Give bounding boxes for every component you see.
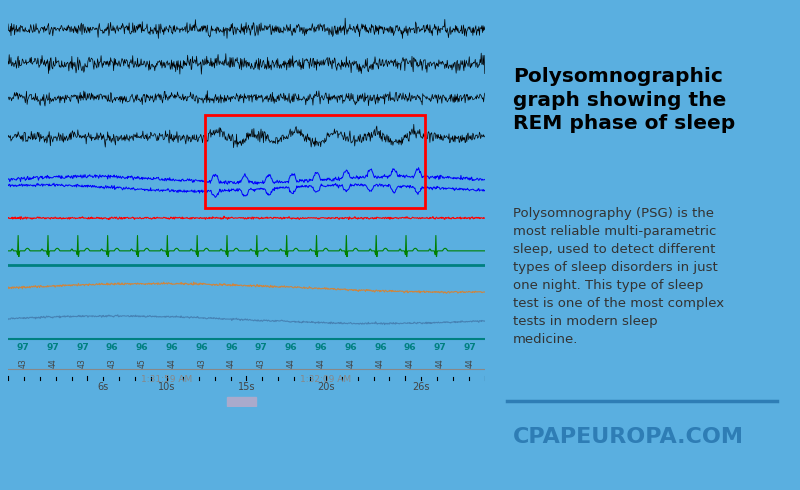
Text: 43: 43	[108, 358, 117, 368]
Text: 96: 96	[195, 343, 208, 352]
Text: 96: 96	[344, 343, 357, 352]
Text: 44: 44	[286, 358, 296, 368]
Bar	[227, 397, 256, 406]
Text: 26s: 26s	[413, 382, 430, 392]
Text: 44: 44	[346, 358, 355, 368]
Text: 97: 97	[76, 343, 89, 352]
Text: 43: 43	[257, 358, 266, 368]
Text: CPAPEUROPA.COM: CPAPEUROPA.COM	[513, 427, 744, 447]
Text: Polysomnographic
graph showing the
REM phase of sleep: Polysomnographic graph showing the REM p…	[513, 67, 735, 133]
Text: 43: 43	[78, 358, 87, 368]
Text: 97: 97	[463, 343, 476, 352]
Text: 1:31:59 AM: 1:31:59 AM	[142, 375, 193, 384]
Text: 44: 44	[317, 358, 326, 368]
Text: 97: 97	[255, 343, 268, 352]
Text: 44: 44	[227, 358, 236, 368]
Text: 96: 96	[374, 343, 387, 352]
Text: 44: 44	[406, 358, 415, 368]
Text: 97: 97	[434, 343, 446, 352]
Text: 44: 44	[167, 358, 176, 368]
Text: 96: 96	[285, 343, 298, 352]
Text: 44: 44	[376, 358, 385, 368]
Text: Polysomnography (PSG) is the
most reliable multi-parametric
sleep, used to detec: Polysomnography (PSG) is the most reliab…	[513, 207, 724, 345]
Text: 15s: 15s	[238, 382, 255, 392]
Text: 20s: 20s	[317, 382, 334, 392]
Text: 43: 43	[198, 358, 206, 368]
Text: 97: 97	[46, 343, 59, 352]
Text: 96: 96	[225, 343, 238, 352]
Text: 45: 45	[138, 358, 146, 368]
Text: 96: 96	[136, 343, 149, 352]
Text: 96: 96	[314, 343, 327, 352]
Text: 96: 96	[166, 343, 178, 352]
Text: 10s: 10s	[158, 382, 176, 392]
Text: 96: 96	[404, 343, 417, 352]
Text: 97: 97	[17, 343, 30, 352]
Text: 44: 44	[48, 358, 58, 368]
Text: 6s: 6s	[98, 382, 109, 392]
Text: 44: 44	[466, 358, 474, 368]
Text: 96: 96	[106, 343, 118, 352]
Text: 1:32:09 AM: 1:32:09 AM	[300, 375, 351, 384]
Text: 44: 44	[436, 358, 445, 368]
Text: 43: 43	[18, 358, 27, 368]
